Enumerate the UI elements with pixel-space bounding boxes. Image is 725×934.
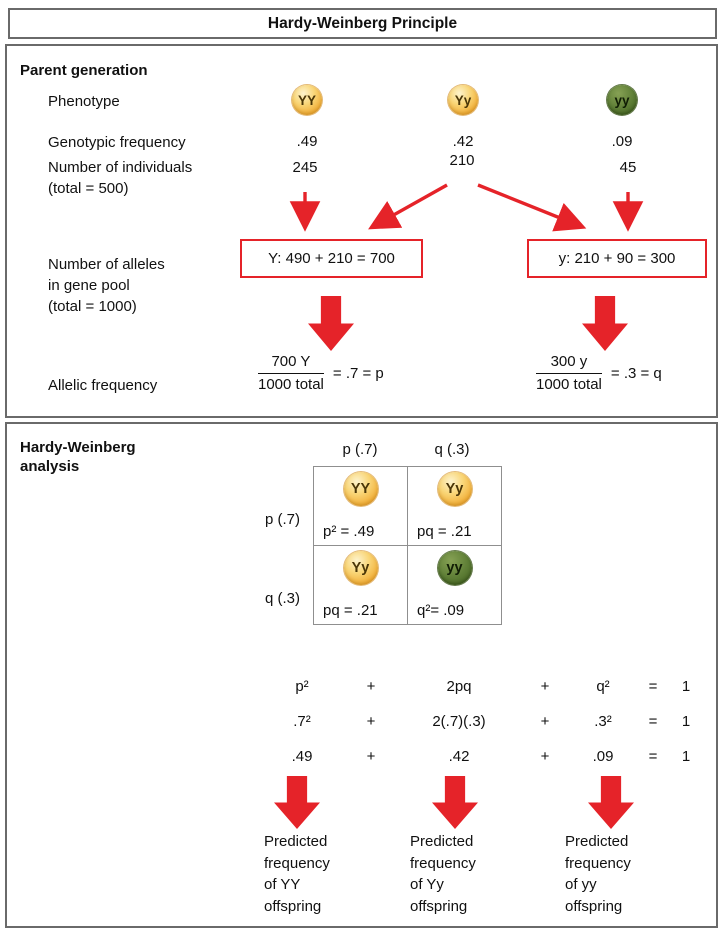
individuals-label: Number of individuals (total = 500) [48, 159, 193, 197]
title-bar: Hardy-Weinberg Principle [8, 8, 717, 39]
individual-count-value: 45 [619, 159, 637, 176]
fraction-numerator: 300 y [536, 352, 602, 374]
equation-term: 1 [681, 713, 691, 730]
fraction-result: = .3 = q [610, 365, 662, 382]
offspring-caption-YY: Predicted frequency of YY offspring [264, 833, 330, 915]
fraction: 300 y 1000 total [536, 352, 602, 395]
genotype-text: Yy [445, 481, 464, 497]
genotype-circle: YY [343, 472, 378, 506]
punnett-cell-YY: YY p² = .49 [313, 466, 407, 545]
equation-term: 1 [681, 678, 691, 695]
punnett-cell-yy: yy q²= .09 [407, 545, 501, 624]
punnett-cell-label: pq = .21 [323, 602, 378, 619]
equation-term: + [366, 678, 376, 695]
equation-term: = [648, 748, 658, 765]
equation-term: = [648, 713, 658, 730]
genotypic-frequency-value: .42 [452, 133, 474, 150]
genotypic-frequency-value: .49 [296, 133, 318, 150]
equation-term: .49 [291, 748, 313, 765]
equation-term: p² [295, 678, 309, 695]
equation-term: + [366, 713, 376, 730]
equation-term: .3² [594, 713, 612, 730]
equation-term: .09 [592, 748, 614, 765]
genotype-text: yy [614, 92, 630, 108]
genotype-text: Yy [454, 92, 472, 108]
punnett-cell-Yy: Yy pq = .21 [407, 466, 501, 545]
individual-count-value: 245 [292, 159, 318, 176]
individual-count-value: 210 [449, 152, 475, 169]
analysis-heading: Hardy-Weinberg analysis [20, 439, 136, 475]
fraction: 700 Y 1000 total [258, 352, 324, 395]
allelic-frequency-p: 700 Y 1000 total = .7 = p [258, 352, 384, 395]
equation-term: 2pq [446, 678, 472, 695]
allelic-frequency-q: 300 y 1000 total = .3 = q [536, 352, 662, 395]
equation-term: + [540, 678, 550, 695]
offspring-caption-yy: Predicted frequency of yy offspring [565, 833, 631, 915]
equation-term: q² [596, 678, 610, 695]
phenotype-label: Phenotype [48, 93, 120, 110]
allelic-frequency-label: Allelic frequency [48, 377, 158, 394]
equation-term: 1 [681, 748, 691, 765]
phenotype-circle-YY: YY [292, 85, 322, 115]
genotype-circle: Yy [437, 472, 472, 506]
phenotype-circle-Yy: Yy [448, 85, 478, 115]
y-allele-pool-box: y: 210 + 90 = 300 [527, 239, 707, 278]
genotype-text: YY [297, 92, 316, 108]
equation-term: = [648, 678, 658, 695]
equation-term: .42 [448, 748, 470, 765]
punnett-square: YY p² = .49 Yy pq = .21 Yy pq = .21 yy [313, 466, 502, 625]
parent-generation-panel-border [5, 44, 718, 418]
analysis-panel-border [5, 422, 718, 928]
parent-generation-heading: Parent generation [20, 62, 148, 79]
equations: p² + 2pq + q² = 1 .7² + 2(.7)(.3) + .3² … [258, 669, 704, 774]
fraction-result: = .7 = p [332, 365, 384, 382]
punnett-col-header-q: q (.3) [434, 441, 470, 458]
fraction-numerator: 700 Y [258, 352, 324, 374]
punnett-row-header-p: p (.7) [264, 511, 300, 528]
punnett-cell-label: q²= .09 [417, 602, 465, 619]
genotype-text: YY [350, 481, 371, 497]
Y-allele-pool-box: Y: 490 + 210 = 700 [240, 239, 423, 278]
equation-term: .7² [293, 713, 311, 730]
equation-term: + [366, 748, 376, 765]
offspring-caption-Yy: Predicted frequency of Yy offspring [410, 833, 476, 915]
fraction-denominator: 1000 total [536, 376, 602, 393]
punnett-cell-label: pq = .21 [417, 523, 472, 540]
genotype-circle: Yy [343, 551, 378, 585]
page-title: Hardy-Weinberg Principle [267, 14, 458, 32]
equation-term: + [540, 713, 550, 730]
punnett-col-header-p: p (.7) [342, 441, 378, 458]
punnett-row-header-q: q (.3) [264, 590, 300, 607]
fraction-denominator: 1000 total [258, 376, 324, 393]
genotype-text: yy [446, 560, 463, 576]
alleles-pool-label: Number of alleles in gene pool (total = … [48, 256, 165, 315]
equation-term: 2(.7)(.3) [432, 713, 486, 730]
punnett-cell-yY: Yy pq = .21 [313, 545, 407, 624]
genotypic-frequency-value: .09 [611, 133, 633, 150]
genotype-circle: yy [437, 551, 472, 585]
genotype-text: Yy [351, 560, 370, 576]
phenotype-circle-yy: yy [607, 85, 637, 115]
equation-term: + [540, 748, 550, 765]
punnett-cell-label: p² = .49 [323, 523, 375, 540]
genotypic-frequency-label: Genotypic frequency [48, 134, 186, 151]
